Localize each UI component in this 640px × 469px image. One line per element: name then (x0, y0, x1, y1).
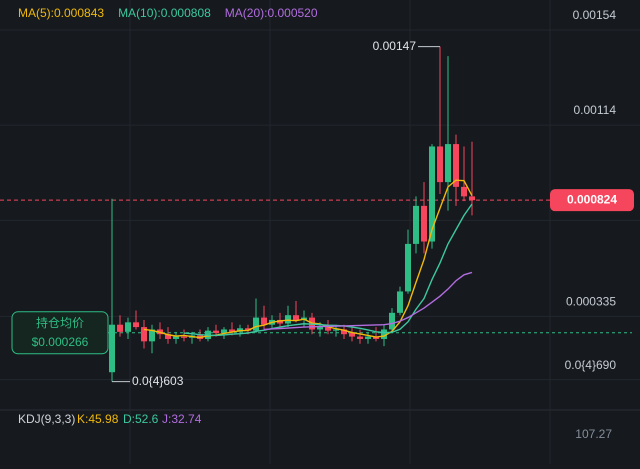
candle-body (125, 322, 131, 332)
indicator-label: KDJ(9,3,3) (18, 412, 75, 426)
candle-body (373, 336, 379, 339)
avg-cost-badge (11, 311, 109, 355)
candle-body (469, 196, 475, 201)
candle-body (285, 315, 291, 324)
candle-body (317, 327, 323, 330)
candle-body (437, 146, 443, 183)
y-tick-label: 0.00154 (573, 8, 617, 22)
ma-line (143, 179, 473, 339)
legend-entry: MA(5):0.000843 (18, 6, 104, 20)
indicator-j: J:32.74 (162, 412, 202, 426)
y-tick-label: 0.00114 (574, 103, 617, 117)
candle-body (461, 186, 467, 197)
candle-body (253, 317, 259, 331)
candle-body (413, 205, 419, 244)
candle-body (429, 146, 435, 242)
candle-body (389, 312, 395, 330)
candle-body (357, 336, 363, 339)
candle-body (421, 205, 427, 242)
candle-body (453, 144, 459, 187)
candle-body (109, 324, 115, 373)
candle-body (325, 327, 331, 331)
candle-body (277, 319, 283, 324)
candle-body (365, 336, 371, 339)
max-label: 0.00147 (373, 39, 417, 53)
candle-body (141, 327, 147, 342)
candle-body (133, 322, 139, 328)
candle-body (397, 291, 403, 313)
last-price-label: 0.000824 (567, 192, 617, 206)
candle-body (117, 324, 123, 332)
ma-line (263, 271, 473, 331)
candle-body (173, 336, 179, 339)
candle-body (149, 329, 155, 342)
min-label: 0.0{4}603 (132, 374, 184, 388)
candle-body (229, 329, 235, 332)
legend-entry: MA(10):0.000808 (118, 6, 211, 20)
indicator-d: D:52.6 (123, 412, 159, 426)
candle-body (333, 329, 339, 331)
legend-entry: MA(20):0.000520 (225, 6, 318, 20)
candle-body (293, 315, 299, 320)
avg-cost-value: $0.000266 (32, 335, 89, 349)
candle-body (221, 329, 227, 334)
indicator-k: K:45.98 (77, 412, 119, 426)
candle-body (381, 329, 387, 339)
candle-body (165, 334, 171, 339)
y-tick-label: 0.0{4}690 (565, 358, 617, 372)
y-tick-label: 0.000335 (566, 295, 616, 309)
candle-body (261, 317, 267, 325)
last-price-badge (550, 189, 634, 212)
candle-body (341, 329, 347, 335)
candle-body (213, 330, 219, 334)
ma-line (183, 203, 473, 337)
indicator-tick: 107.27 (575, 427, 612, 441)
candle-body (181, 336, 187, 338)
avg-cost-title: 持仓均价 (36, 315, 84, 330)
candle-body (445, 144, 451, 183)
candle-body (245, 328, 251, 331)
candle-body (349, 333, 355, 337)
candle-body (405, 243, 411, 292)
